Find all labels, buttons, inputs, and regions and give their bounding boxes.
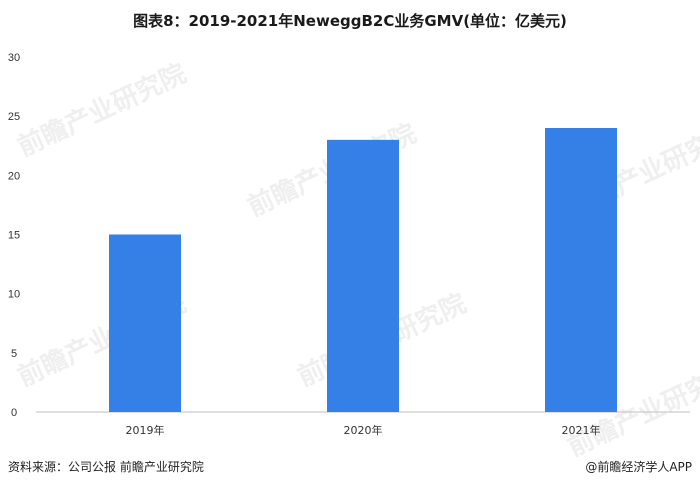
bar-2020年 <box>327 139 399 413</box>
y-axis: 0 5 10 15 20 25 30 <box>8 52 20 419</box>
x-tick-label: 2020年 <box>344 423 383 437</box>
y-tick-label: 30 <box>8 52 20 64</box>
bar-2019年 <box>109 234 181 412</box>
y-tick-label: 0 <box>11 407 17 419</box>
x-axis: 2019年 2020年 2021年 <box>126 423 601 437</box>
y-tick-label: 25 <box>8 111 20 123</box>
source-note: 资料来源：公司公报 前瞻产业研究院 <box>8 460 204 474</box>
y-tick-label: 10 <box>8 289 20 301</box>
y-tick-label: 15 <box>8 230 20 242</box>
x-tick-label: 2021年 <box>562 423 601 437</box>
y-tick-label: 5 <box>11 348 17 360</box>
y-tick-label: 20 <box>8 170 20 182</box>
bar-2021年 <box>545 128 617 412</box>
brand-credit: @前瞻经济学人APP <box>585 460 692 474</box>
chart-title: 图表8：2019-2021年NeweggB2C业务GMV(单位：亿美元) <box>133 12 567 30</box>
bar-series <box>109 128 617 413</box>
x-tick-label: 2019年 <box>126 423 165 437</box>
